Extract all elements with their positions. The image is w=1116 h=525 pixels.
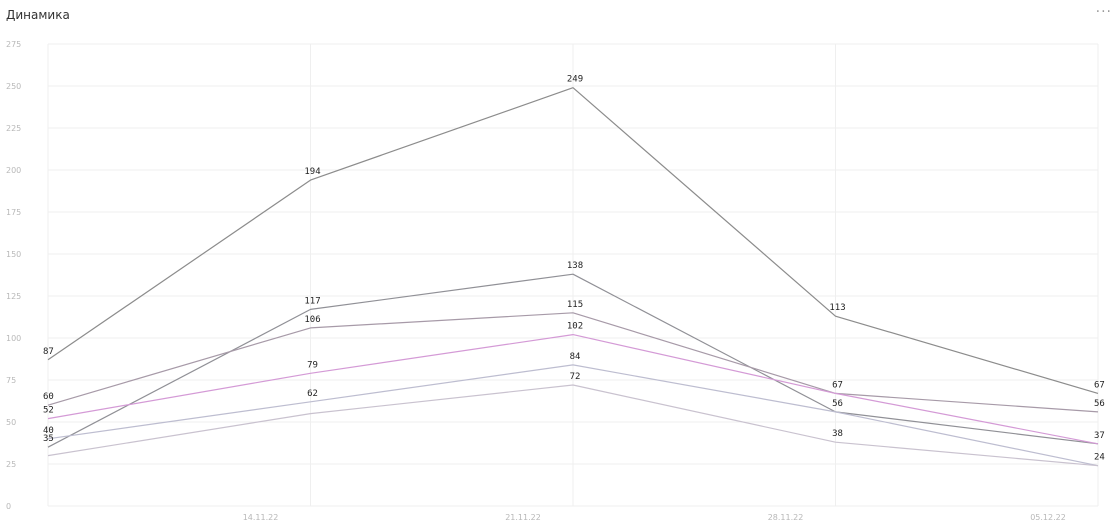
data-label: 35 <box>43 434 54 444</box>
data-label: 72 <box>570 372 581 382</box>
data-label: 67 <box>1094 380 1105 390</box>
y-axis: 0 25 50 75 100 125 150 175 200 225 250 275 <box>6 40 21 511</box>
data-label: 113 <box>829 303 845 313</box>
data-label: 24 <box>1094 453 1105 463</box>
y-tick-label: 175 <box>6 208 21 217</box>
series-line <box>47 334 1099 445</box>
data-label: 37 <box>1094 431 1105 441</box>
y-tick-label: 150 <box>6 250 21 259</box>
x-tick-label: 05.12.22 <box>1030 513 1066 522</box>
data-label: 62 <box>307 389 318 399</box>
series-line <box>47 312 1099 413</box>
y-tick-label: 250 <box>6 82 21 91</box>
y-tick-label: 50 <box>6 418 16 427</box>
more-options-icon[interactable]: ··· <box>1095 4 1112 20</box>
chart-header: Динамика ··· <box>0 0 1116 30</box>
y-tick-label: 225 <box>6 124 21 133</box>
data-label: 194 <box>304 167 320 177</box>
data-label: 87 <box>43 347 54 357</box>
x-tick-label: 28.11.22 <box>768 513 804 522</box>
series-line <box>47 87 1099 394</box>
data-label: 56 <box>832 399 843 409</box>
data-label: 56 <box>1094 399 1105 409</box>
y-tick-label: 200 <box>6 166 21 175</box>
data-label: 115 <box>567 300 583 310</box>
data-label: 117 <box>304 296 320 306</box>
x-axis: 14.11.22 21.11.22 28.11.22 05.12.22 <box>243 513 1066 522</box>
chart-title: Динамика <box>6 8 70 22</box>
data-label: 79 <box>307 360 318 370</box>
data-label: 249 <box>567 75 583 85</box>
data-label: 106 <box>304 315 320 325</box>
y-tick-label: 100 <box>6 334 21 343</box>
data-label: 84 <box>570 352 581 362</box>
grid-layer <box>47 43 1099 507</box>
y-tick-label: 125 <box>6 292 21 301</box>
series-layer <box>47 87 1099 467</box>
series-line <box>47 384 1099 467</box>
x-tick-label: 14.11.22 <box>243 513 279 522</box>
data-label: 52 <box>43 406 54 416</box>
data-label: 40 <box>43 426 54 436</box>
x-tick-label: 21.11.22 <box>505 513 541 522</box>
series-line <box>47 273 1099 448</box>
y-tick-label: 275 <box>6 40 21 49</box>
y-tick-label: 75 <box>6 376 16 385</box>
y-tick-label: 0 <box>6 502 11 511</box>
data-label: 67 <box>832 380 843 390</box>
y-tick-label: 25 <box>6 460 16 469</box>
data-label: 60 <box>43 392 54 402</box>
data-label: 38 <box>832 429 843 439</box>
data-label: 102 <box>567 322 583 332</box>
data-label: 138 <box>567 261 583 271</box>
series-line <box>47 364 1099 467</box>
